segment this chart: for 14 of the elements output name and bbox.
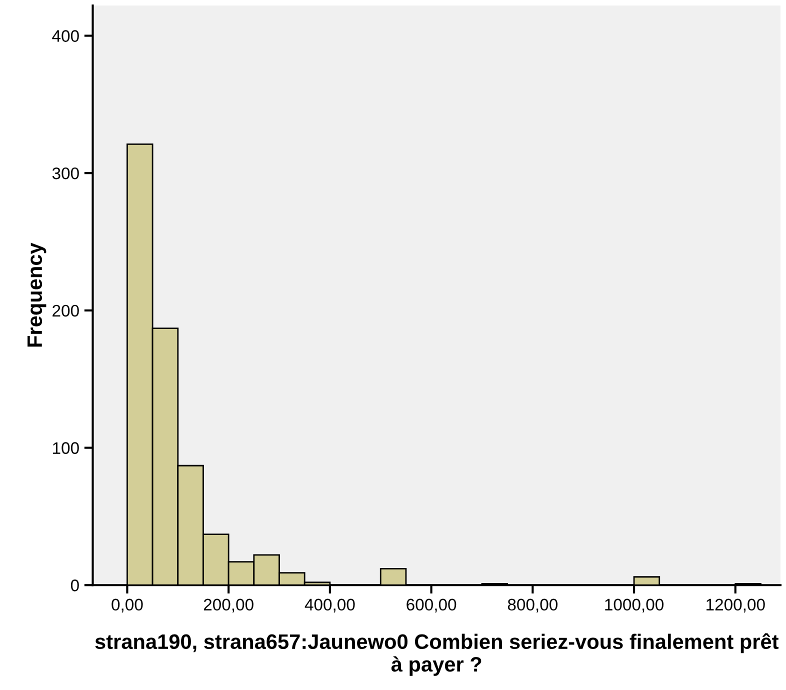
x-tick-label: 1200,00 [706,598,765,613]
y-tick-label: 100 [53,442,79,454]
y-tick-label: 200 [52,304,79,317]
y-tick-label: 400 [52,30,79,42]
x-tick-label: 600,00 [406,598,456,613]
x-tick-label: 1000,00 [605,598,664,613]
x-tick-label: 800,00 [508,598,558,613]
y-axis-title: Frequency [28,242,46,347]
x-axis-title: strana190, strana657:Jaunewo0 Combien seriez-vous finalement prêt à payer ? [95,633,779,676]
y-tick-label: 0 [70,580,79,592]
y-tick-label: 300 [52,167,79,180]
x-tick-label: 200,00 [204,598,254,613]
x-tick-label: 0,00 [112,598,143,613]
x-tick-label: 400,00 [304,598,355,613]
